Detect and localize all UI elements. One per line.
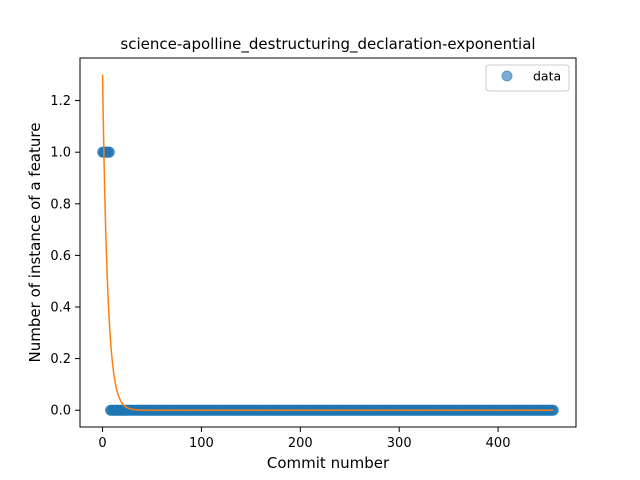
x-axis-label: Commit number [267, 454, 390, 472]
y-axis-ticks: 0.0 0.2 0.4 0.6 0.8 1.0 1.2 [50, 94, 80, 419]
data-point [103, 146, 115, 158]
y-tick-label: 0.8 [50, 197, 71, 212]
y-tick-label: 0.6 [50, 249, 71, 264]
x-tick-label: 200 [288, 436, 313, 451]
plot-area: 0 100 200 300 400 0.0 0.2 0.4 0.6 0.8 1.0 1.2 [50, 57, 577, 451]
y-tick-label: 1.0 [50, 146, 71, 161]
x-tick-label: 300 [387, 436, 412, 451]
y-tick-label: 0.2 [50, 352, 71, 367]
y-tick-label: 0.0 [50, 404, 71, 419]
x-tick-label: 400 [486, 436, 511, 451]
legend-marker-data [501, 70, 513, 82]
series-layer [97, 74, 559, 416]
axes-frame [79, 57, 577, 428]
legend-label-data: data [533, 69, 561, 84]
y-tick-label: 1.2 [50, 94, 71, 109]
fit-line [101, 74, 554, 411]
x-axis-ticks: 0 100 200 300 400 [98, 427, 510, 451]
chart-title: science-apolline_destructuring_declarati… [120, 35, 535, 54]
y-axis-label: Number of instance of a feature [26, 123, 44, 363]
y-tick-label: 0.4 [50, 301, 71, 316]
x-tick-label: 0 [98, 436, 106, 451]
x-tick-label: 100 [189, 436, 214, 451]
legend: data [485, 64, 570, 92]
